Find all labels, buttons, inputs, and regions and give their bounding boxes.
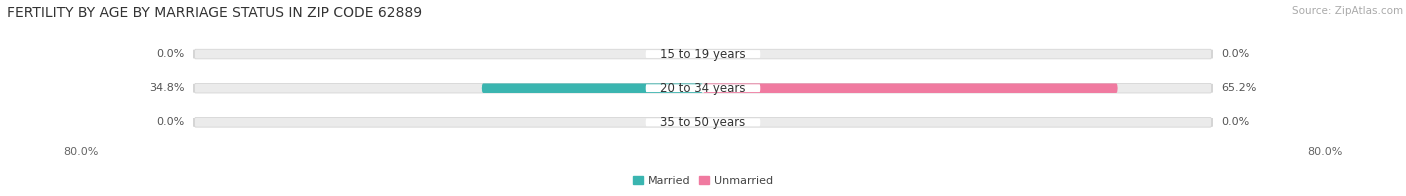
Text: 80.0%: 80.0% (1308, 147, 1343, 157)
Text: 0.0%: 0.0% (156, 49, 184, 59)
FancyBboxPatch shape (645, 118, 761, 126)
Text: 0.0%: 0.0% (1222, 49, 1250, 59)
FancyBboxPatch shape (194, 83, 1212, 93)
Text: 0.0%: 0.0% (1222, 117, 1250, 127)
Text: 0.0%: 0.0% (156, 117, 184, 127)
FancyBboxPatch shape (645, 84, 761, 92)
Text: 34.8%: 34.8% (149, 83, 184, 93)
Text: 20 to 34 years: 20 to 34 years (661, 82, 745, 95)
Text: 65.2%: 65.2% (1222, 83, 1257, 93)
FancyBboxPatch shape (703, 83, 1118, 93)
Text: 80.0%: 80.0% (63, 147, 98, 157)
Legend: Married, Unmarried: Married, Unmarried (628, 172, 778, 191)
Text: 15 to 19 years: 15 to 19 years (661, 48, 745, 61)
FancyBboxPatch shape (194, 49, 1212, 59)
FancyBboxPatch shape (481, 83, 703, 93)
FancyBboxPatch shape (645, 50, 761, 58)
FancyBboxPatch shape (194, 118, 1212, 127)
Text: Source: ZipAtlas.com: Source: ZipAtlas.com (1292, 6, 1403, 16)
Text: FERTILITY BY AGE BY MARRIAGE STATUS IN ZIP CODE 62889: FERTILITY BY AGE BY MARRIAGE STATUS IN Z… (7, 6, 422, 20)
Text: 35 to 50 years: 35 to 50 years (661, 116, 745, 129)
